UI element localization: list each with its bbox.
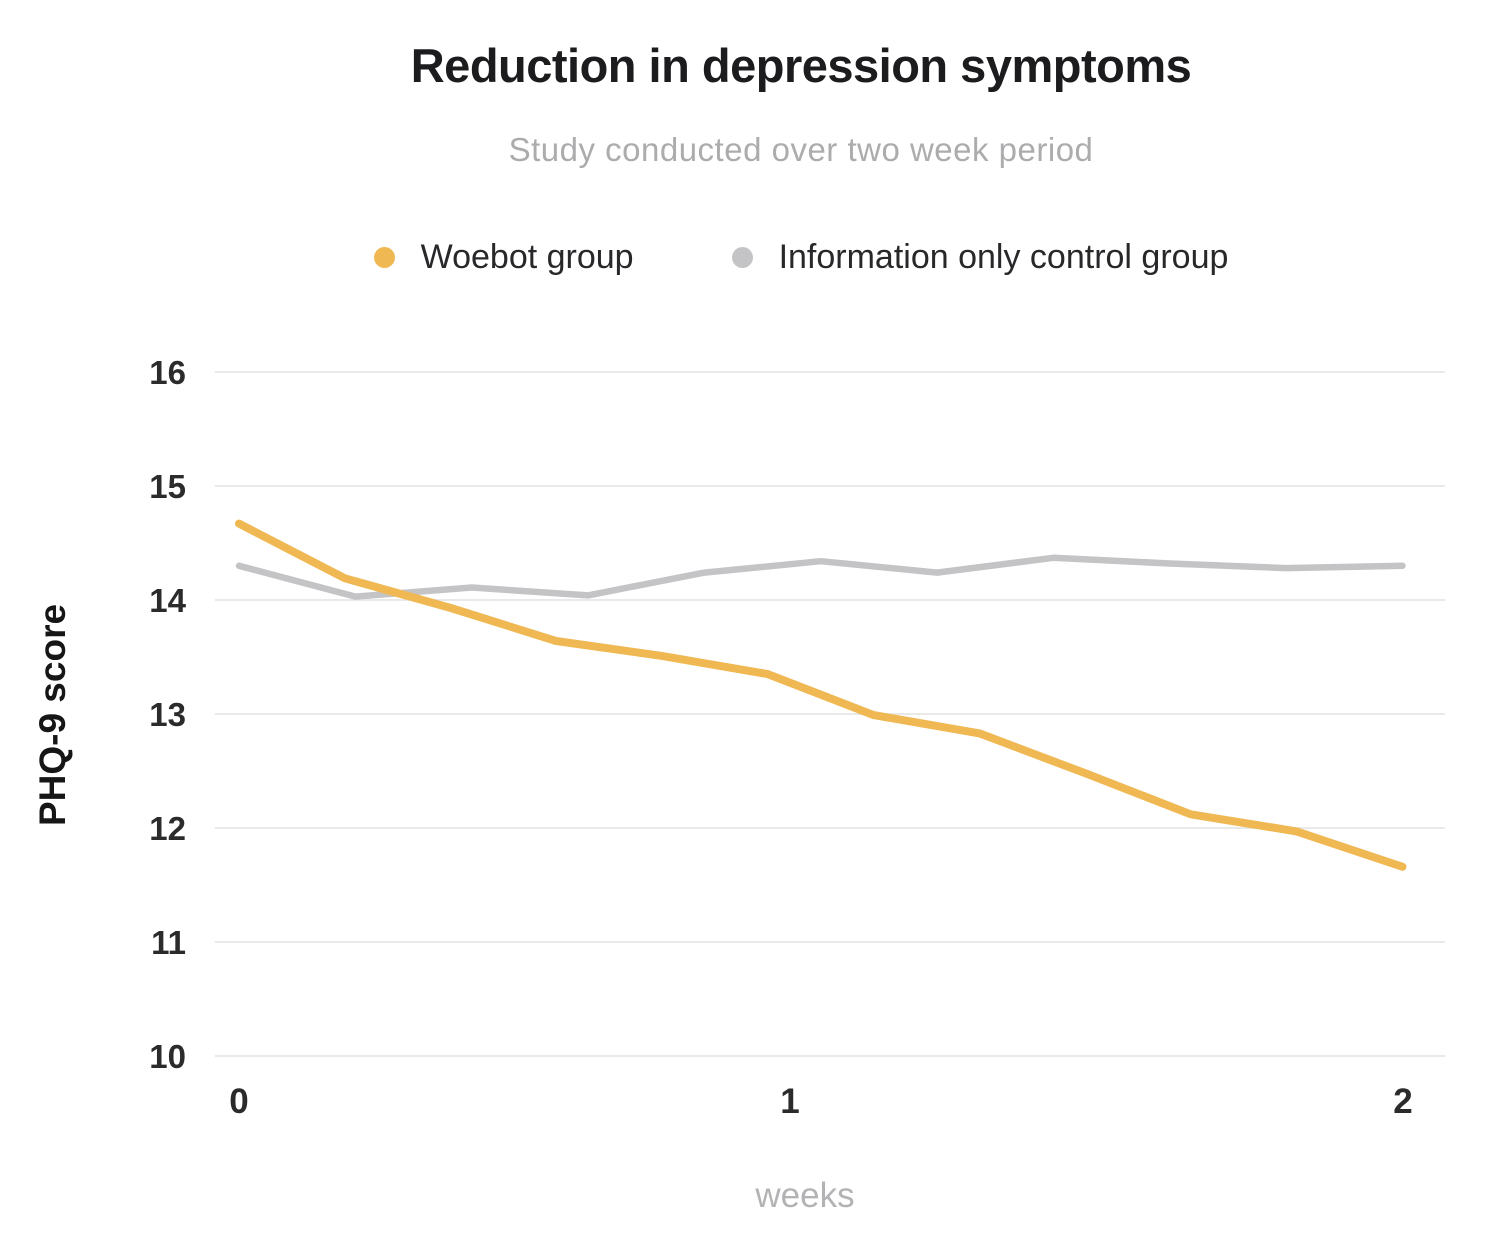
chart-subtitle: Study conducted over two week period <box>508 131 1094 168</box>
chart-header: Reduction in depression symptoms Study c… <box>108 0 1494 166</box>
y-axis-title: PHQ-9 score <box>32 603 73 827</box>
x-tick-label-0: 0 <box>229 1082 248 1121</box>
legend-dot-control-icon <box>731 246 753 268</box>
x-tick-label-1: 1 <box>780 1082 799 1121</box>
chart-title: Reduction in depression symptoms <box>410 39 1192 92</box>
y-tick-label-15: 15 <box>149 468 186 505</box>
y-tick-label-10: 10 <box>149 1038 186 1075</box>
legend-label-woebot-group: Woebot group <box>420 238 634 276</box>
legend-item-woebot-group: Woebot group <box>373 238 634 276</box>
x-axis-title: weeks <box>755 1176 855 1215</box>
legend-dot-woebot-icon <box>373 246 395 268</box>
chart-legend: Woebot group Information only control gr… <box>108 240 1494 274</box>
y-tick-label-11: 11 <box>151 924 186 961</box>
legend-item-control-group: Information only control group <box>731 238 1229 276</box>
y-tick-label-14: 14 <box>149 582 186 619</box>
legend-label-control-group: Information only control group <box>778 238 1229 276</box>
y-tick-label-13: 13 <box>149 696 186 733</box>
series-line-control-group <box>235 554 1406 600</box>
y-tick-label-12: 12 <box>149 810 186 847</box>
y-tick-label-16: 16 <box>149 354 186 391</box>
series-line-woebot-group <box>235 519 1407 871</box>
x-tick-label-2: 2 <box>1393 1082 1412 1121</box>
